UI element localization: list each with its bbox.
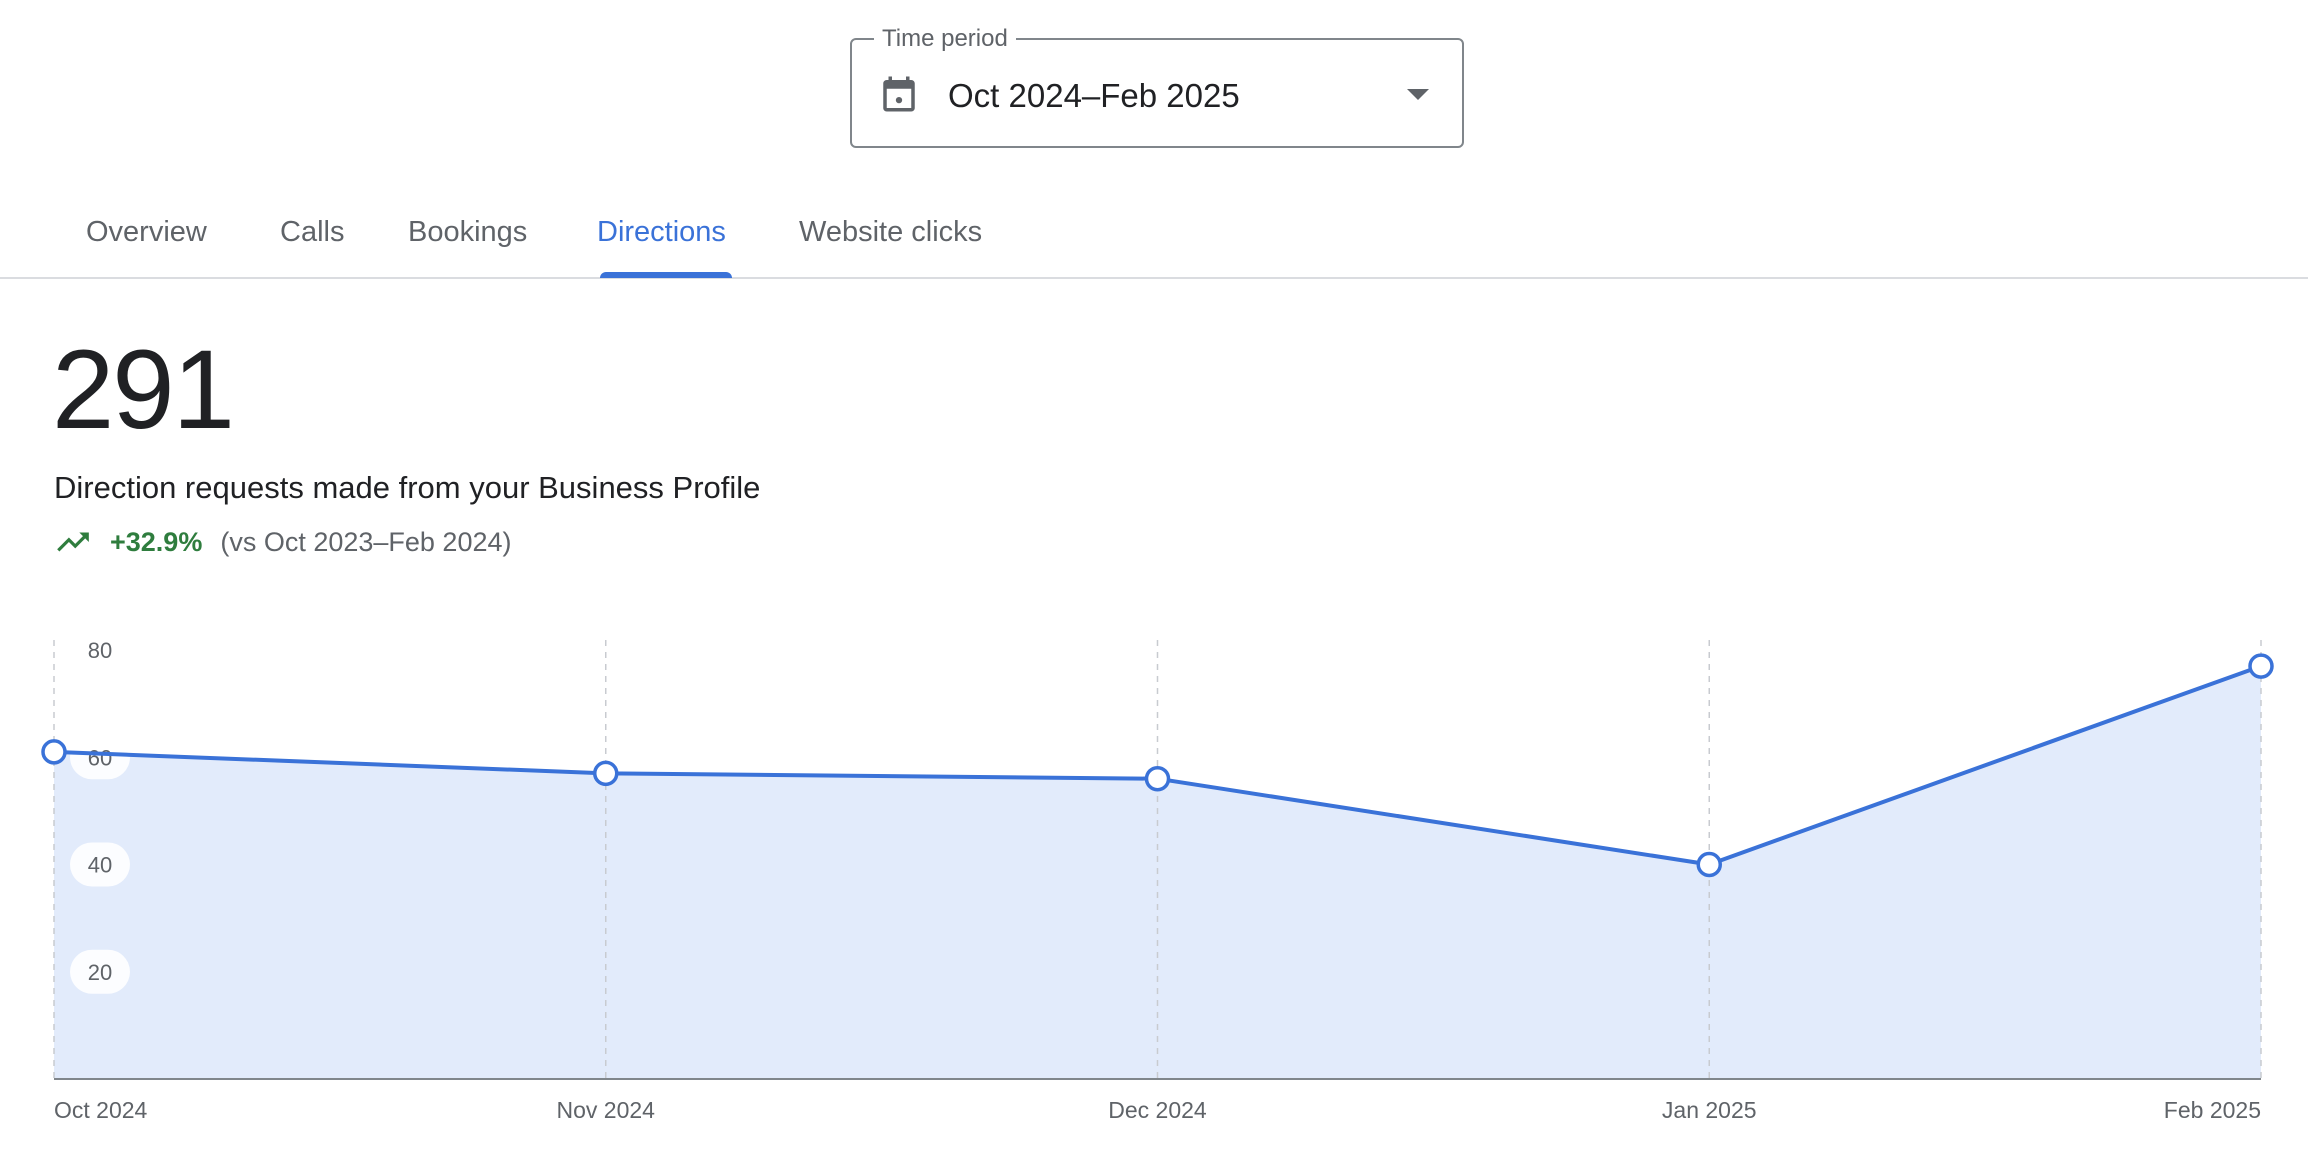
directions-line-chart: 20 40 60 80 Oct 2024 Nov 2024 Dec 2024 Jan 2025… xyxy=(41,628,2274,1123)
trending-up-icon xyxy=(57,532,89,552)
time-period-label: Time period xyxy=(874,24,1016,54)
x-tick-label: Nov 2024 xyxy=(557,1097,656,1123)
chart-data-point xyxy=(1696,851,1722,878)
x-tick-label: Jan 2025 xyxy=(1662,1097,1757,1123)
trend-comparison: (vs Oct 2023–Feb 2024) xyxy=(220,526,512,557)
y-tick-background xyxy=(70,949,130,994)
chart-data-point xyxy=(41,739,67,765)
metric-trend: +32.9% (vs Oct 2023–Feb 2024) xyxy=(54,522,512,562)
tab-directions[interactable]: Directions xyxy=(597,216,726,248)
metric-description: Direction requests made from your Busine… xyxy=(54,470,761,505)
x-tick-label: Oct 2024 xyxy=(54,1097,148,1123)
metric-tabs: Overview Calls Bookings Directions Websi… xyxy=(0,180,2308,279)
chart-data-point xyxy=(1144,765,1171,792)
chart-data-point xyxy=(593,760,619,787)
tab-overview[interactable]: Overview xyxy=(86,216,207,248)
y-tick-background xyxy=(70,735,130,780)
y-tick-background xyxy=(70,842,130,887)
calendar-icon xyxy=(883,76,915,112)
tab-calls[interactable]: Calls xyxy=(280,216,345,248)
y-tick-label: 40 xyxy=(88,853,112,878)
active-tab-indicator xyxy=(600,272,732,278)
x-tick-label: Dec 2024 xyxy=(1108,1097,1207,1123)
metric-total: 291 xyxy=(52,327,235,452)
time-period-value: Oct 2024–Feb 2025 xyxy=(948,77,1240,114)
chart-data-point xyxy=(2248,653,2274,679)
arrow-drop-down-icon[interactable] xyxy=(1407,89,1429,100)
y-tick-label: 80 xyxy=(88,638,112,663)
y-tick-label: 20 xyxy=(88,960,112,985)
tab-bookings[interactable]: Bookings xyxy=(408,216,528,248)
trend-change: +32.9% xyxy=(110,526,203,557)
tab-website-clicks[interactable]: Website clicks xyxy=(799,216,983,248)
y-tick-background xyxy=(70,628,130,672)
x-tick-label: Feb 2025 xyxy=(2164,1097,2261,1123)
time-period-dropdown[interactable]: Time period Oct 2024–Feb 2025 xyxy=(850,24,1464,148)
y-tick-label: 60 xyxy=(88,745,112,770)
